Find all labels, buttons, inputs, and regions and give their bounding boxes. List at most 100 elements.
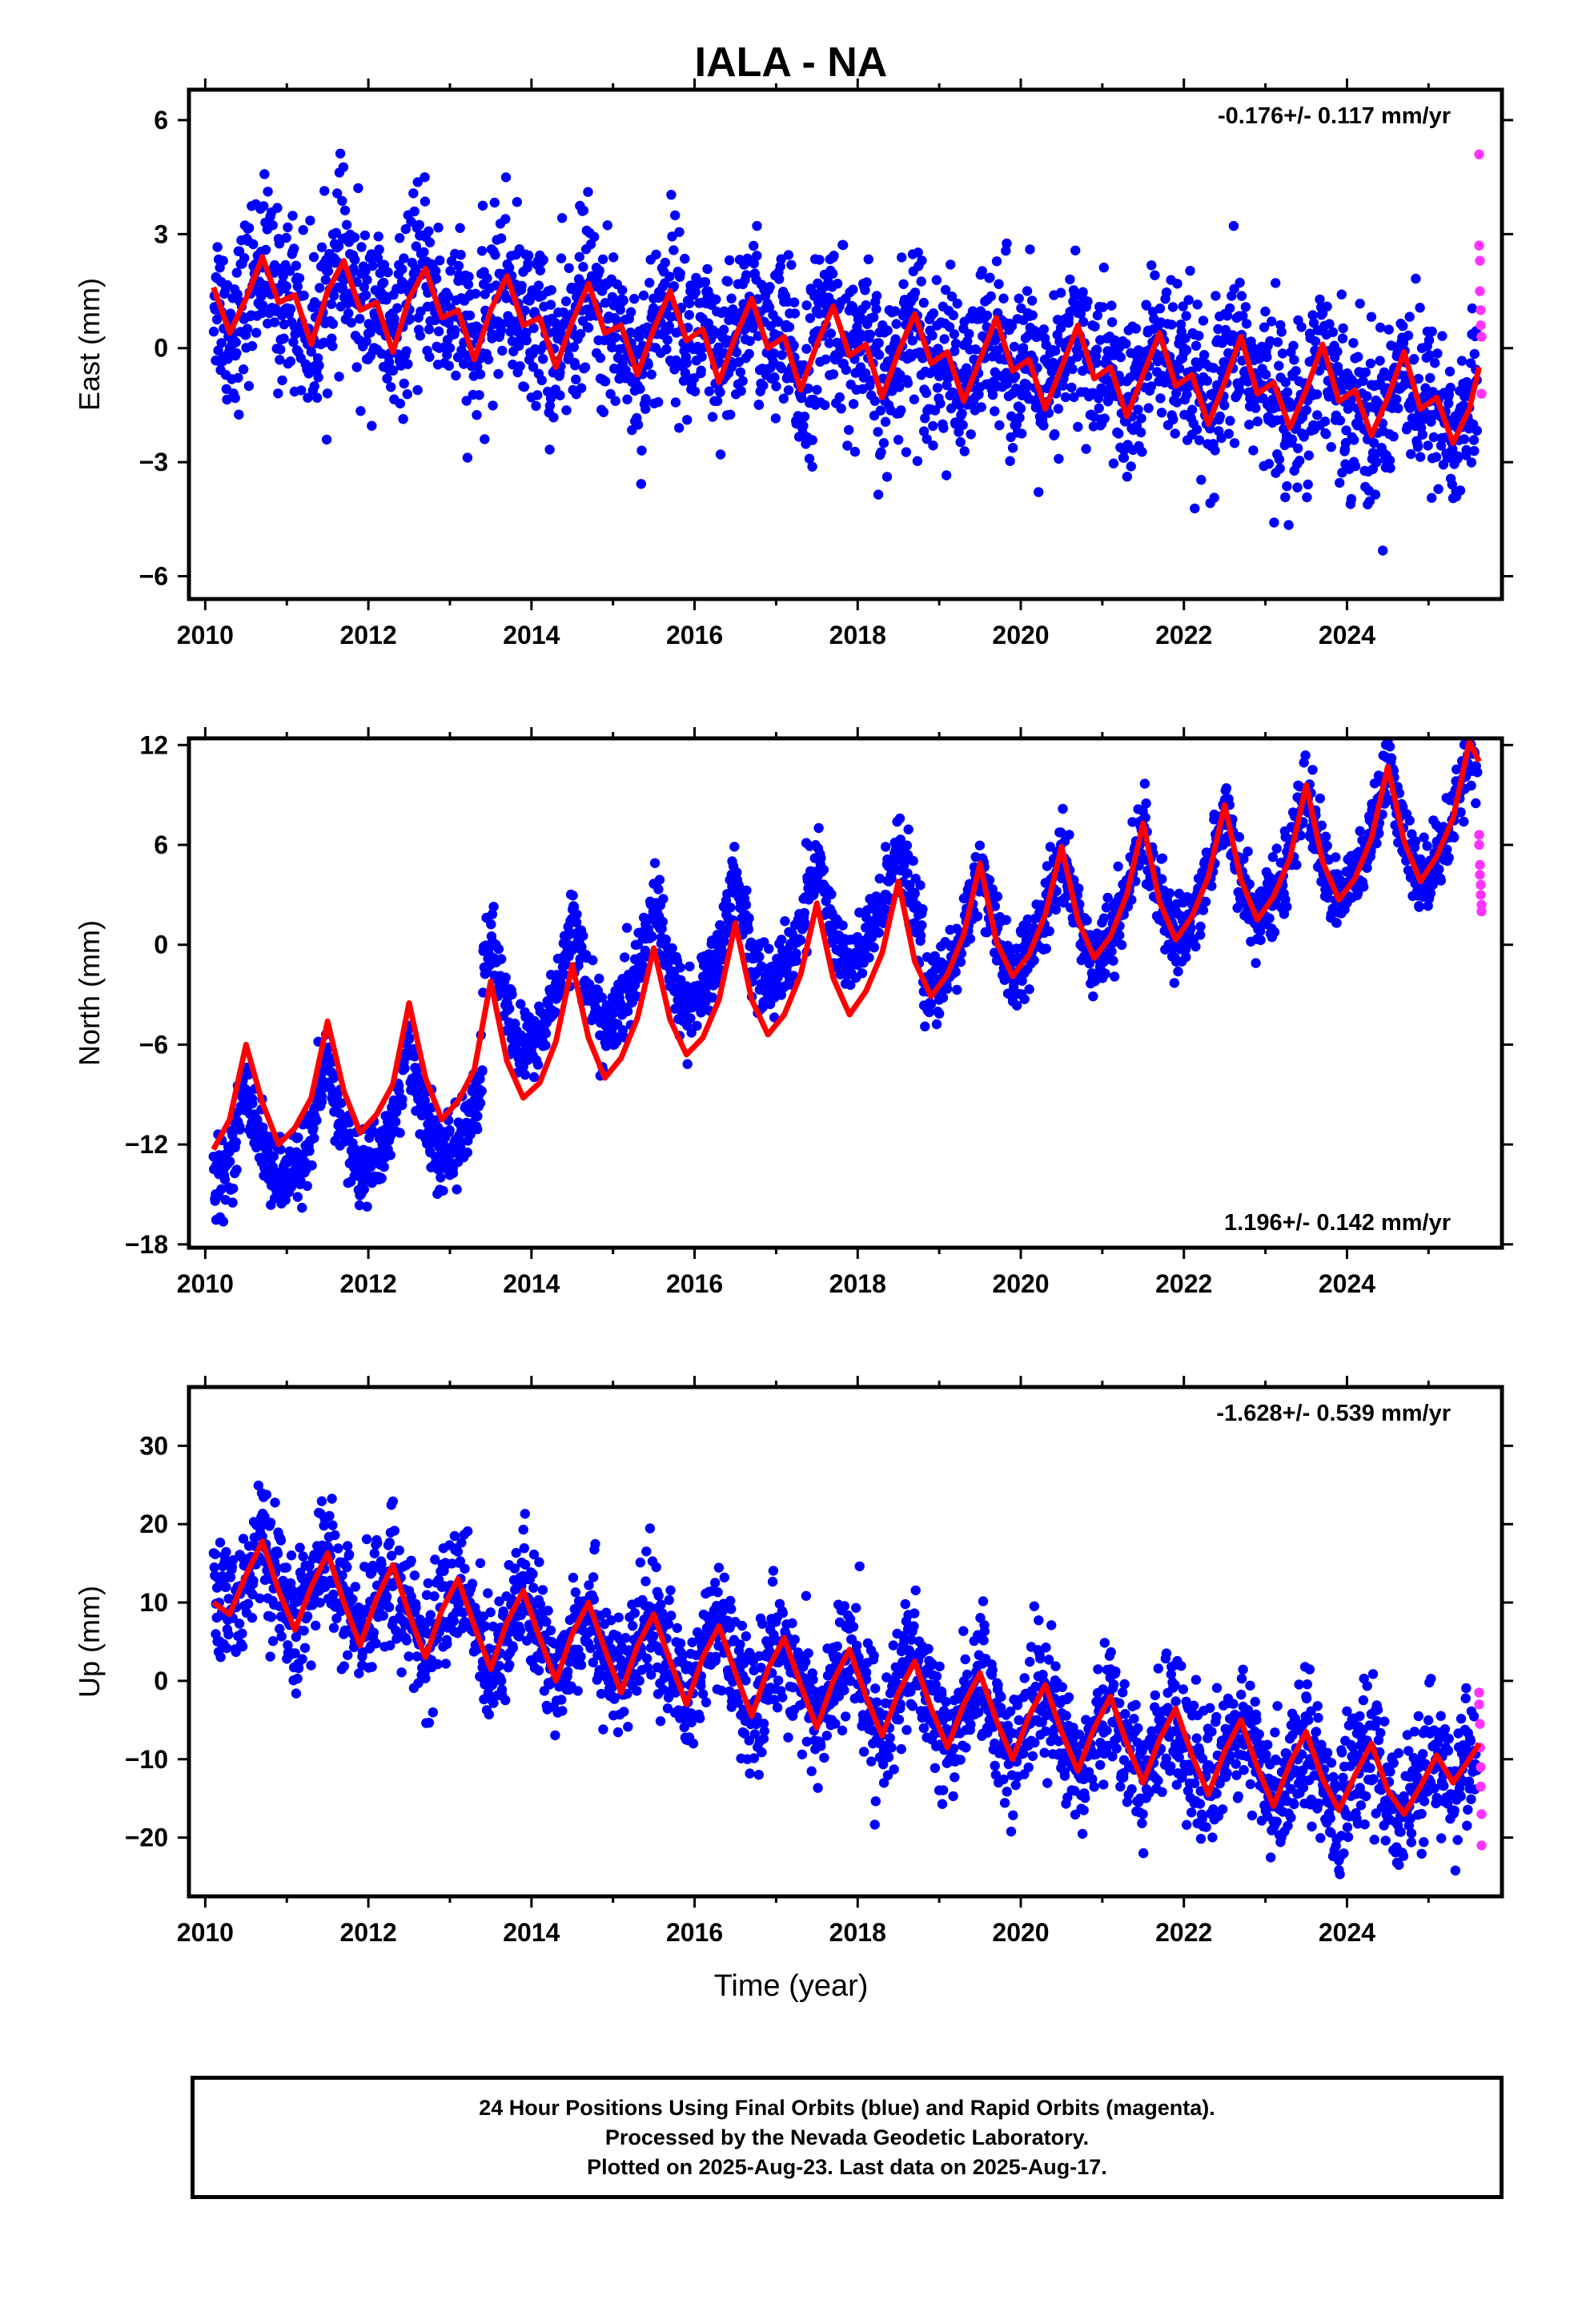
east-final-point bbox=[1333, 366, 1343, 376]
east-final-point bbox=[1236, 291, 1247, 301]
east-final-point bbox=[313, 372, 323, 383]
east-final-point bbox=[1190, 503, 1200, 514]
north-final-point bbox=[359, 1184, 369, 1195]
east-final-point bbox=[1154, 304, 1166, 314]
east-final-point bbox=[323, 266, 334, 276]
north-final-point bbox=[436, 1172, 446, 1183]
north-final-point bbox=[658, 894, 669, 904]
east-final-point bbox=[367, 420, 377, 431]
east-final-point bbox=[1168, 414, 1178, 424]
east-final-point bbox=[789, 308, 801, 319]
east-final-point bbox=[1194, 435, 1205, 445]
east-final-point bbox=[1415, 452, 1426, 462]
east-final-point bbox=[578, 205, 589, 216]
east-final-point bbox=[636, 445, 647, 456]
east-final-point bbox=[296, 385, 307, 396]
east-final-point bbox=[807, 461, 817, 472]
east-final-point bbox=[360, 290, 371, 300]
north-final-point bbox=[297, 1202, 307, 1213]
east-final-point bbox=[1235, 385, 1245, 396]
east-final-point bbox=[875, 405, 886, 416]
east-final-point bbox=[431, 266, 441, 276]
east-final-point bbox=[269, 317, 280, 328]
north-final-point bbox=[926, 999, 937, 1010]
east-final-point bbox=[281, 281, 291, 292]
east-final-point bbox=[1172, 279, 1182, 289]
east-final-point bbox=[1275, 463, 1285, 474]
east-final-point bbox=[1291, 366, 1301, 376]
east-final-point bbox=[424, 352, 435, 362]
north-final-point bbox=[379, 1161, 389, 1172]
east-final-point bbox=[1137, 447, 1147, 457]
north-final-point bbox=[881, 842, 891, 852]
east-final-point bbox=[1122, 472, 1133, 482]
east-final-point bbox=[303, 392, 313, 403]
east-final-point bbox=[1461, 444, 1472, 456]
east-final-point bbox=[1066, 382, 1077, 393]
east-final-point bbox=[309, 381, 319, 392]
north-final-point bbox=[741, 899, 752, 911]
north-final-point bbox=[1109, 971, 1120, 982]
north-final-point bbox=[741, 885, 752, 896]
east-final-point bbox=[1050, 428, 1060, 440]
east-final-point bbox=[431, 273, 442, 284]
east-final-point bbox=[234, 246, 245, 256]
east-final-point bbox=[670, 210, 681, 221]
east-final-point bbox=[230, 392, 240, 404]
north-final-point bbox=[472, 1124, 483, 1135]
east-final-point bbox=[898, 279, 909, 289]
east-final-point bbox=[1280, 492, 1291, 503]
north-final-point bbox=[1200, 896, 1211, 907]
east-final-point bbox=[665, 271, 675, 282]
east-final-point bbox=[932, 383, 943, 393]
north-final-point bbox=[336, 1098, 347, 1108]
east-final-point bbox=[374, 244, 384, 255]
east-final-point bbox=[462, 452, 473, 463]
east-final-point bbox=[272, 203, 283, 213]
east-final-point bbox=[1034, 487, 1044, 497]
north-final-point bbox=[1243, 846, 1253, 857]
plots-svg: 2010 2012 2014 2016 2018 2020 2022 2024630−3−6E… bbox=[73, 78, 1513, 2003]
east-final-point bbox=[1209, 493, 1219, 503]
north-final-point bbox=[1157, 853, 1168, 864]
east-final-point bbox=[1090, 321, 1100, 332]
east-final-point bbox=[1302, 492, 1312, 503]
north-final-point bbox=[1291, 859, 1302, 870]
east-final-point bbox=[610, 396, 620, 406]
east-final-point bbox=[1118, 452, 1130, 463]
east-final-point bbox=[950, 346, 960, 356]
east-final-point bbox=[291, 260, 301, 271]
north-final-point bbox=[1050, 904, 1062, 915]
east-final-point bbox=[1338, 323, 1348, 334]
east-final-point bbox=[783, 385, 794, 396]
east-final-point bbox=[208, 326, 219, 337]
east-final-point bbox=[395, 233, 405, 243]
east-final-point bbox=[1271, 278, 1281, 288]
east-final-point bbox=[1010, 371, 1021, 382]
east-final-point bbox=[704, 386, 715, 396]
east-final-point bbox=[1241, 319, 1252, 329]
north-final-point bbox=[780, 916, 790, 927]
east-final-point bbox=[379, 259, 390, 270]
east-final-point bbox=[544, 444, 555, 455]
east-final-point bbox=[1098, 262, 1110, 273]
east-final-point bbox=[974, 389, 984, 400]
east-final-point bbox=[490, 250, 500, 260]
east-final-point bbox=[476, 246, 488, 256]
east-final-point bbox=[653, 396, 664, 408]
north-final-point bbox=[438, 1185, 448, 1196]
north-final-point bbox=[216, 1184, 227, 1195]
east-final-point bbox=[299, 290, 309, 301]
east-final-point bbox=[1091, 358, 1102, 368]
north-final-point bbox=[568, 891, 578, 901]
east-final-point bbox=[332, 188, 343, 199]
east-final-point bbox=[500, 214, 511, 224]
east-final-point bbox=[964, 328, 974, 340]
east-final-point bbox=[660, 257, 670, 268]
east-final-point bbox=[994, 420, 1005, 431]
east-final-point bbox=[1106, 317, 1118, 328]
north-final-point bbox=[1316, 820, 1327, 831]
east-final-point bbox=[273, 388, 283, 399]
east-final-point bbox=[1135, 427, 1146, 438]
east-final-point bbox=[726, 362, 737, 372]
